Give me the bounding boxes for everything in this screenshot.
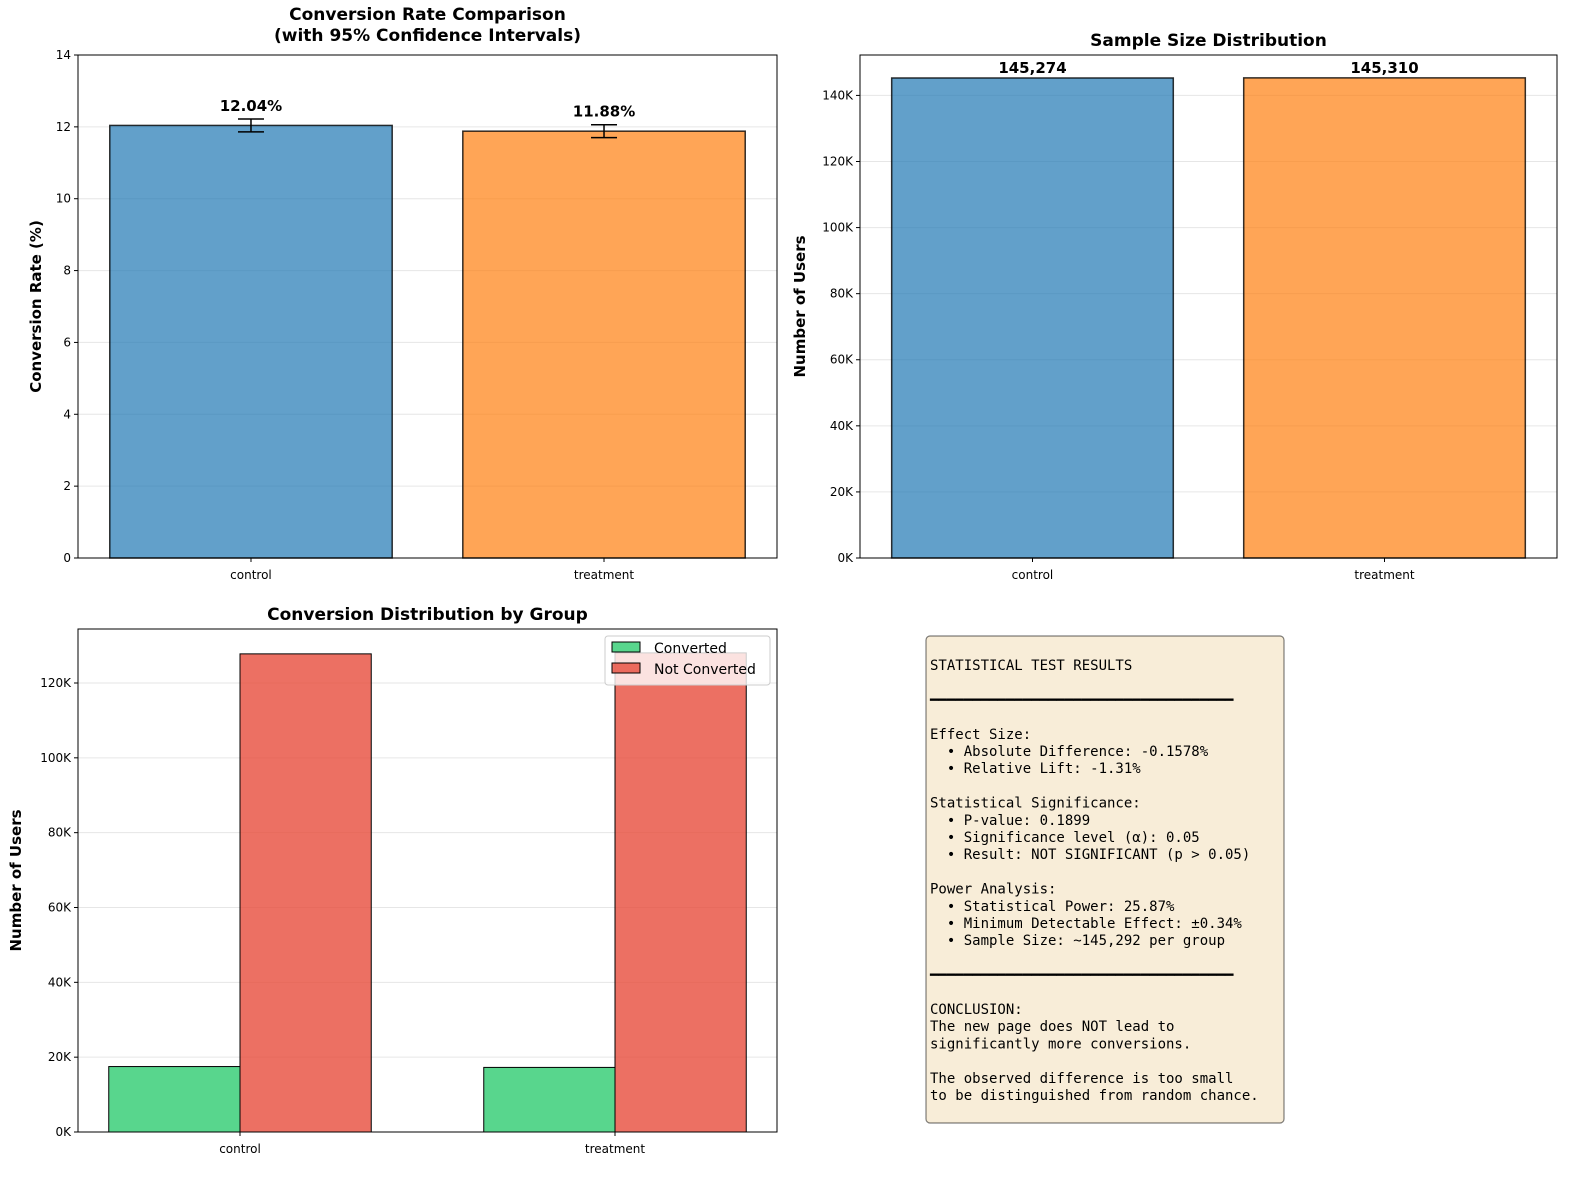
y-tick-label: 80K (830, 287, 854, 301)
y-tick-label: 120K (822, 154, 854, 168)
results-line: • Relative Lift: -1.31% (930, 761, 1141, 777)
y-tick-label: 4 (63, 407, 71, 421)
bar-control (890, 77, 1175, 559)
results-box-frame (925, 635, 1285, 1124)
results-line: significantly more conversions. (930, 1036, 1191, 1052)
results-line: • Sample Size: ~145,292 per group (930, 933, 1225, 949)
chart-title: Sample Size Distribution (1090, 31, 1327, 51)
chart-1: 0 2 4 6 8 10 12 14 12.04% 11.88% control treatment C… (27, 5, 778, 582)
axes-frame (77, 54, 778, 559)
y-tick-label: 80K (48, 826, 72, 840)
results-line: Effect Size: (930, 727, 1031, 743)
legend-label: Converted (654, 641, 727, 657)
chart-title: Conversion Rate Comparison (289, 5, 566, 25)
axes-frame (77, 628, 778, 1133)
results-line: The observed difference is too small (930, 1071, 1233, 1087)
y-tick-label: 12 (56, 120, 71, 134)
x-tick-label: control (219, 1142, 261, 1156)
y-tick-label: 2 (63, 479, 71, 493)
x-tick-label: control (230, 568, 272, 582)
legend-swatch (611, 641, 641, 653)
bar-treatment (462, 130, 746, 559)
y-tick-label: 10 (56, 192, 71, 206)
bar-converted-control (108, 1066, 241, 1133)
y-tick-label: 0K (837, 551, 854, 565)
bar-not-converted-treatment (614, 652, 747, 1133)
results-line: Power Analysis: (930, 882, 1056, 898)
y-tick-label: 100K (822, 221, 854, 235)
y-tick-label: 60K (830, 353, 854, 367)
results-box: STATISTICAL TEST RESULTS ━━━━━━━━━━━━━━━━… (925, 635, 1285, 1124)
data-label: 145,274 (998, 59, 1066, 77)
legend-frame (604, 635, 771, 686)
chart-title: (with 95% Confidence Intervals) (274, 26, 581, 46)
results-line: • Absolute Difference: -0.1578% (930, 744, 1209, 760)
legend: Converted Not Converted (604, 635, 771, 686)
y-tick-label: 14 (56, 48, 71, 62)
y-tick-label: 20K (830, 485, 854, 499)
x-tick-label: treatment (574, 568, 634, 582)
x-tick-label: treatment (1354, 568, 1414, 582)
y-tick-label: 120K (40, 676, 72, 690)
y-tick-label: 20K (48, 1050, 72, 1064)
results-line: CONCLUSION: (930, 1002, 1023, 1018)
data-label: 12.04% (220, 97, 282, 115)
results-line: • Significance level (α): 0.05 (930, 830, 1200, 846)
bar-not-converted-control (239, 653, 372, 1133)
y-tick-label: 0K (55, 1125, 72, 1139)
y-tick-label: 140K (822, 88, 854, 102)
results-line: ━━━━━━━━━━━━━━━━━━━━━━━━━━━━━━━━━━━━ (929, 692, 1234, 708)
x-tick-label: treatment (585, 1142, 645, 1156)
chart-title: Conversion Distribution by Group (267, 605, 588, 625)
chart-2: 0K 20K 40K 60K 80K 100K 120K 140K 145,274 145,310… (791, 31, 1558, 582)
y-tick-label: 6 (63, 335, 71, 349)
y-axis-label: Number of Users (791, 235, 809, 377)
y-tick-label: 40K (830, 419, 854, 433)
chart-3: 0K 20K 40K 60K 80K 100K 120K control treatment Co… (7, 605, 778, 1156)
y-tick-label: 60K (48, 900, 72, 914)
results-line: STATISTICAL TEST RESULTS (930, 658, 1132, 674)
results-line: Statistical Significance: (930, 796, 1141, 812)
results-line: • P-value: 0.1899 (930, 813, 1090, 829)
results-line: • Statistical Power: 25.87% (930, 899, 1175, 915)
bar-treatment (1242, 77, 1527, 559)
legend-label: Not Converted (654, 662, 756, 678)
bar-control (109, 124, 393, 559)
y-tick-label: 8 (63, 264, 71, 278)
results-line: ━━━━━━━━━━━━━━━━━━━━━━━━━━━━━━━━━━━━ (929, 968, 1234, 984)
y-axis-label: Conversion Rate (%) (27, 220, 45, 393)
y-tick-label: 100K (40, 751, 72, 765)
y-tick-label: 0 (63, 551, 71, 565)
y-axis-label: Number of Users (7, 809, 25, 951)
results-line: • Minimum Detectable Effect: ±0.34% (930, 916, 1242, 932)
results-line: The new page does NOT lead to (930, 1019, 1174, 1035)
bar-converted-treatment (483, 1066, 616, 1133)
data-label: 145,310 (1350, 59, 1418, 77)
results-line: • Result: NOT SIGNIFICANT (p > 0.05) (930, 847, 1250, 863)
y-tick-label: 40K (48, 975, 72, 989)
axes-frame (859, 54, 1558, 559)
results-line: to be distinguished from random chance. (930, 1088, 1259, 1104)
legend-swatch (611, 662, 641, 674)
data-label: 11.88% (573, 103, 635, 121)
x-tick-label: control (1012, 568, 1054, 582)
